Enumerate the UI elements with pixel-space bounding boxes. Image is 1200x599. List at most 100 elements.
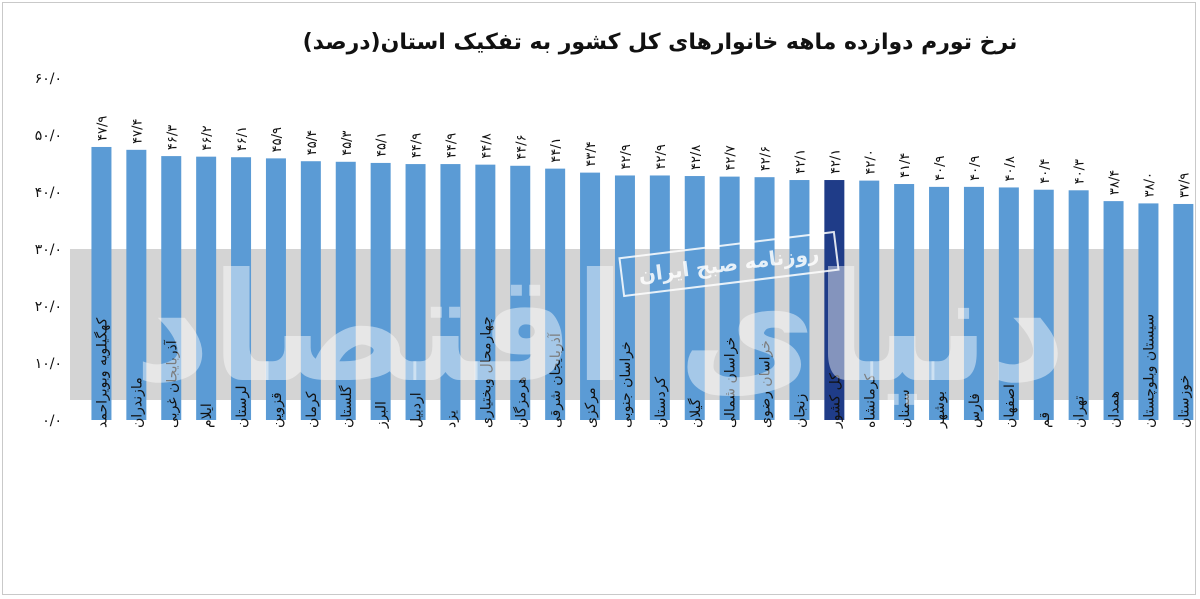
category-label: البرز [374, 401, 390, 429]
value-label: ۴۵/۴ [305, 130, 320, 155]
bar [963, 186, 984, 420]
bars [91, 146, 1194, 421]
value-label: ۴۱/۴ [898, 153, 913, 178]
category-label: خراسان جنوبی [618, 341, 634, 428]
value-label: ۴۵/۳ [340, 130, 355, 155]
y-tick-label: ۴۰/۰ [35, 185, 62, 201]
bar [929, 186, 950, 420]
category-label: لرستان [234, 386, 250, 429]
category-label: کردستان [653, 377, 669, 428]
value-label: ۴۶/۳ [165, 125, 180, 150]
bar [580, 172, 601, 420]
category-label: آذربایجان شرقی [547, 332, 564, 428]
bar [231, 157, 252, 421]
value-label: ۴۵/۱ [375, 132, 390, 157]
bar [196, 156, 217, 420]
category-label: گلستان [338, 385, 355, 428]
y-tick-label: ۰/۰ [42, 413, 62, 429]
category-label: کرمان [304, 391, 320, 428]
y-tick-label: ۱۰/۰ [35, 356, 62, 372]
bar [754, 177, 775, 420]
value-label: ۴۵/۹ [270, 127, 285, 152]
category-label: قم [1037, 412, 1053, 428]
category-label: همدان [1107, 391, 1123, 428]
bar [894, 184, 915, 420]
bar [300, 161, 321, 420]
value-label: ۴۲/۹ [654, 144, 669, 169]
category-label: مازندران [129, 377, 145, 428]
value-label: ۴۲/۱ [828, 149, 843, 174]
category-label: سمنان [897, 389, 913, 428]
category-label: گیلان [687, 398, 704, 428]
bar [475, 164, 496, 420]
watermark-logo: دنیای اقتصاد [134, 242, 1067, 416]
category-label: اردبیل [409, 392, 425, 428]
value-label: ۴۶/۱ [235, 126, 250, 151]
bar [824, 180, 845, 420]
category-label: زنجان [792, 394, 808, 428]
value-label: ۴۶/۲ [200, 125, 215, 150]
category-label: کهگیلویه وبویراحمد [93, 317, 110, 428]
bar [1033, 189, 1054, 420]
bar [859, 180, 880, 420]
bar [440, 164, 461, 420]
value-label: ۴۴/۱ [549, 137, 564, 162]
bar [161, 156, 182, 420]
category-label: خوزستان [1176, 375, 1192, 428]
value-label: ۴۳/۴ [584, 141, 599, 166]
category-label: خراسان شمالی [723, 337, 739, 428]
category-label: خراسان رضوی [758, 340, 774, 428]
value-label: ۳۸/۰ [1142, 172, 1157, 197]
value-label: ۴۷/۹ [95, 116, 110, 141]
value-label: ۴۰/۴ [1038, 158, 1053, 183]
category-label: سیستان وبلوچستان [1141, 314, 1157, 428]
value-label: ۴۲/۱ [793, 149, 808, 174]
bar [510, 165, 531, 420]
bar [1173, 203, 1194, 420]
category-label: کرمانشاه [862, 374, 878, 428]
bar [649, 175, 670, 420]
bar [614, 175, 635, 420]
category-label: ایلام [199, 403, 215, 428]
category-label: آذربایجان غربی [163, 339, 180, 428]
bar [789, 180, 810, 420]
value-label: ۴۰/۸ [1003, 156, 1018, 181]
value-label: ۴۲/۹ [619, 144, 634, 169]
category-label: چهارمحال وبختیاری [478, 316, 494, 428]
y-tick-label: ۲۰/۰ [35, 299, 62, 315]
y-tick-label: ۳۰/۰ [35, 242, 62, 258]
bar [684, 176, 705, 420]
bar [126, 149, 147, 420]
value-label: ۴۴/۹ [444, 133, 459, 158]
bar [370, 162, 391, 420]
chart-title: نرخ تورم دوازده ماهه خانوارهای کل کشور ب… [302, 30, 1018, 55]
value-label: ۴۴/۹ [410, 133, 425, 158]
value-label: ۴۲/۰ [863, 149, 878, 174]
category-label: یزد [443, 410, 459, 428]
bar [545, 168, 566, 420]
category-label: مرکزی [583, 387, 599, 428]
category-label: بوشهر [932, 391, 948, 429]
category-label: اصفهان [1002, 384, 1018, 428]
bar [405, 164, 426, 420]
value-label: ۴۲/۶ [759, 146, 774, 171]
value-label: ۳۷/۹ [1177, 173, 1192, 198]
value-label: ۴۰/۹ [933, 156, 948, 181]
bar [998, 187, 1019, 420]
bar [719, 176, 740, 420]
value-label: ۴۰/۳ [1073, 159, 1088, 184]
value-label: ۴۰/۹ [968, 156, 983, 181]
bar [265, 158, 286, 420]
value-labels: ۴۷/۹ ۴۷/۴ ۴۶/۳ ۴۶/۲ ۴۶/۱ ۴۵/۹ ۴۵/۴ ۴۵/۳ ۴۵/۱ ۴۴/۹… [95, 116, 1192, 198]
bar [1068, 190, 1089, 420]
category-label: کل کشور [827, 373, 843, 429]
value-label: ۴۲/۷ [724, 145, 739, 170]
value-label: ۴۲/۸ [689, 145, 704, 170]
category-label: قزوین [269, 392, 285, 428]
value-label: ۴۷/۴ [130, 118, 145, 143]
bar [335, 161, 356, 421]
value-label: ۳۸/۴ [1108, 170, 1123, 195]
category-label: تهران [1072, 396, 1088, 428]
value-label: ۴۴/۸ [479, 133, 494, 158]
